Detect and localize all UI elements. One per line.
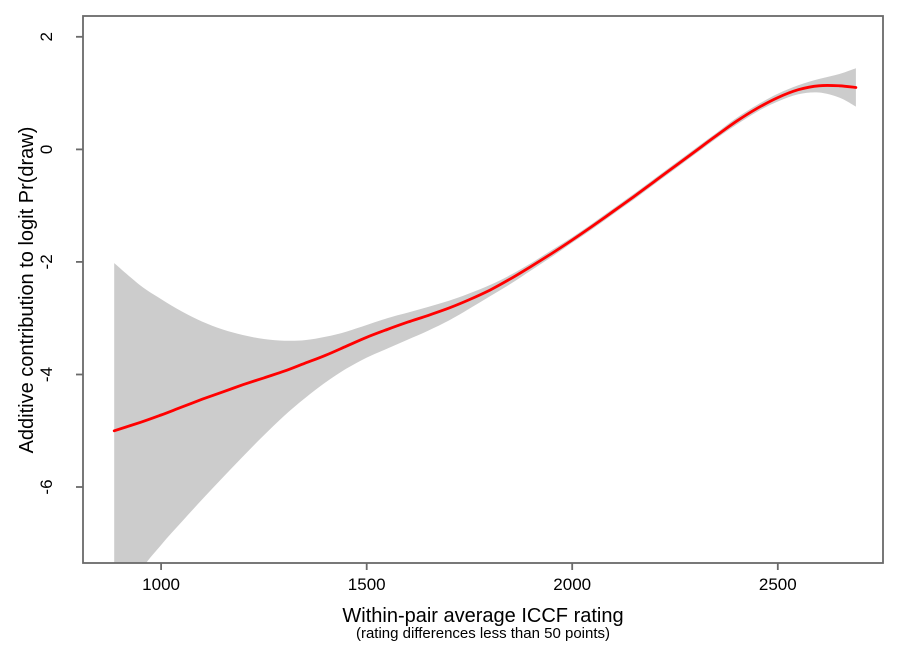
confidence-band — [114, 68, 856, 563]
x-tick-label: 2500 — [759, 575, 797, 594]
smooth-fit-line — [112, 84, 858, 433]
y-axis-title: Additive contribution to logit Pr(draw) — [16, 126, 38, 454]
y-tick-label: -6 — [37, 479, 56, 494]
y-tick-label: -4 — [37, 367, 56, 382]
plot-box — [82, 15, 884, 564]
x-tick-label: 1000 — [142, 575, 180, 594]
x-tick-label: 2000 — [553, 575, 591, 594]
x-axis-subtitle: (rating differences less than 50 points) — [355, 625, 611, 642]
x-axis-title: Within-pair average ICCF rating — [342, 605, 624, 627]
x-tick-label: 1500 — [348, 575, 386, 594]
y-tick-label: 2 — [37, 32, 56, 41]
y-tick-label: -2 — [37, 254, 56, 269]
y-tick-label: 0 — [37, 145, 56, 154]
